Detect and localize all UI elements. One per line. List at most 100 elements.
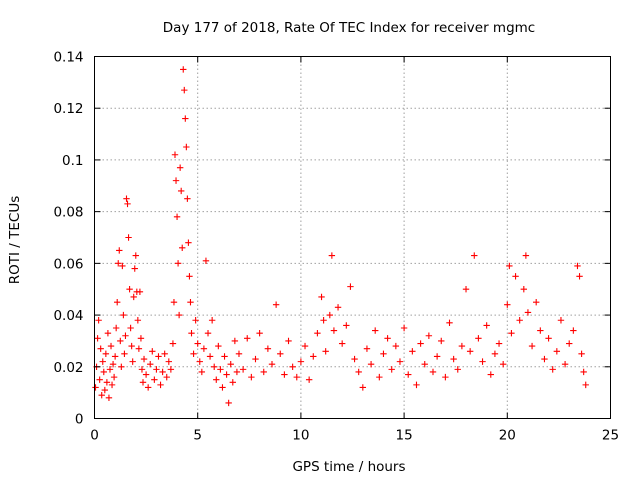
data-point — [117, 337, 124, 345]
data-point — [134, 317, 142, 324]
y-tick-label: 0.14 — [53, 50, 83, 66]
data-point — [97, 345, 104, 352]
data-point — [95, 317, 102, 324]
data-point — [541, 355, 548, 363]
data-point — [413, 381, 420, 389]
data-point — [433, 353, 441, 360]
grid-layer — [94, 56, 611, 419]
data-point — [235, 350, 243, 358]
data-point — [409, 348, 416, 355]
data-point — [561, 361, 569, 368]
data-point — [181, 86, 188, 94]
data-point — [140, 355, 148, 363]
data-point — [528, 342, 536, 350]
data-point — [524, 309, 532, 316]
data-point — [471, 252, 478, 259]
data-point — [104, 329, 112, 337]
data-point — [499, 361, 507, 368]
data-point — [310, 353, 317, 360]
data-point — [100, 368, 107, 376]
data-point — [127, 324, 134, 332]
data-point — [200, 345, 208, 352]
data-point — [173, 213, 181, 221]
data-point — [400, 324, 408, 332]
data-point — [112, 324, 120, 332]
data-point — [256, 329, 263, 337]
data-point — [176, 164, 184, 171]
data-point — [177, 187, 185, 195]
data-point — [334, 304, 342, 311]
data-point — [351, 355, 358, 363]
data-point — [147, 361, 154, 368]
data-point — [159, 368, 166, 376]
x-tick-label: 25 — [602, 428, 619, 444]
data-point — [206, 353, 214, 360]
data-point — [98, 392, 105, 399]
data-point — [392, 342, 400, 350]
data-point — [582, 381, 589, 389]
data-point — [194, 340, 201, 347]
data-point — [109, 361, 117, 368]
data-point — [281, 371, 288, 378]
series-roti — [92, 66, 589, 407]
data-point — [532, 298, 540, 306]
data-point — [132, 252, 139, 259]
data-point — [376, 373, 383, 381]
data-point — [185, 239, 192, 246]
data-point — [522, 252, 530, 259]
data-point — [198, 368, 206, 376]
data-point — [227, 361, 234, 368]
data-point — [570, 327, 577, 334]
data-point — [549, 366, 556, 373]
data-point — [167, 366, 175, 373]
data-point — [285, 337, 292, 345]
data-point — [466, 348, 474, 355]
data-point — [566, 340, 573, 347]
y-axis-label: ROTI / TECUs — [7, 196, 23, 284]
data-point — [326, 311, 333, 319]
data-point — [130, 293, 137, 301]
data-point — [450, 355, 457, 363]
data-point — [111, 353, 119, 360]
data-point — [421, 361, 428, 368]
data-point — [131, 265, 138, 272]
data-point — [320, 317, 327, 324]
data-point — [438, 337, 445, 345]
data-point — [396, 358, 404, 365]
data-point — [425, 332, 433, 339]
x-axis-label: GPS time / hours — [292, 459, 405, 475]
data-point — [110, 373, 118, 381]
data-point — [417, 340, 424, 347]
data-point — [202, 257, 210, 264]
data-point — [114, 298, 121, 306]
data-point — [165, 358, 173, 365]
data-point — [301, 342, 309, 350]
x-tick-label: 15 — [396, 428, 413, 444]
data-point — [122, 332, 129, 339]
data-point — [495, 340, 503, 347]
data-point — [314, 329, 321, 337]
data-point — [252, 355, 259, 363]
data-point — [388, 366, 395, 373]
data-point — [196, 358, 203, 365]
y-tick-label: 0.02 — [53, 360, 83, 376]
x-tick-label: 20 — [499, 428, 516, 444]
data-point — [121, 350, 128, 358]
data-point — [157, 381, 164, 389]
data-point — [163, 373, 170, 381]
data-point — [277, 350, 284, 358]
data-point — [372, 327, 379, 334]
data-point — [384, 335, 391, 342]
data-point — [506, 262, 513, 270]
data-point — [458, 342, 466, 350]
data-point — [128, 342, 135, 350]
data-point — [106, 366, 114, 373]
data-point — [102, 350, 110, 358]
data-point — [305, 376, 313, 383]
data-point — [188, 329, 195, 337]
data-point — [174, 260, 182, 267]
data-point — [520, 286, 528, 293]
data-point — [483, 322, 490, 329]
data-point — [101, 386, 109, 394]
y-tick-label: 0.1 — [62, 153, 83, 169]
